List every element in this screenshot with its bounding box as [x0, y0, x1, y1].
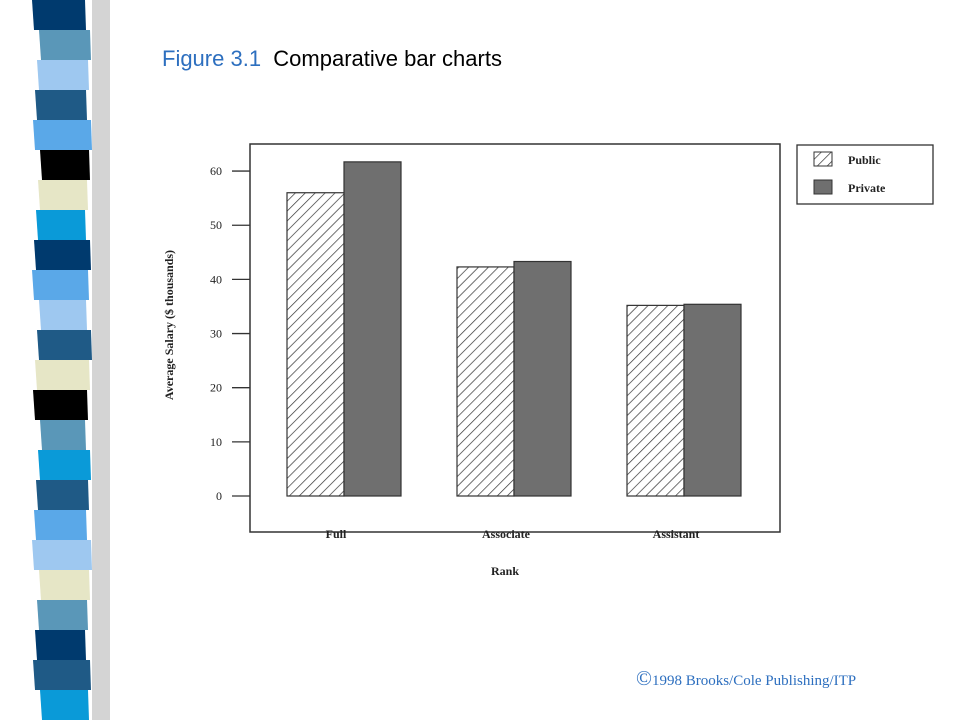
bar-private-assistant	[683, 303, 742, 497]
page-title: Figure 3.1 Comparative bar charts	[162, 46, 502, 78]
copyright-text: 1998 Brooks/Cole Publishing/ITP	[651, 673, 857, 689]
figure-number: Figure 3.1	[162, 46, 262, 71]
stripe-block	[32, 270, 89, 300]
y-tick-label: 10	[210, 435, 222, 449]
x-tick-label: Associate	[482, 527, 531, 541]
stripe-shadow	[92, 0, 110, 720]
y-axis-label: Average Salary ($ thousands)	[162, 250, 176, 400]
stripe-block	[32, 0, 86, 30]
x-tick-label: Full	[326, 527, 347, 541]
stripe-block	[37, 600, 88, 630]
legend-label: Public	[848, 153, 881, 167]
bar-public-associate	[456, 266, 515, 497]
y-tick-label: 20	[210, 381, 222, 395]
stripe-block	[35, 360, 90, 390]
stripe-block	[40, 420, 86, 450]
y-axis: 0 10 20 30 40 50 60	[210, 164, 250, 503]
stripe-block	[37, 60, 89, 90]
legend-swatch-private	[813, 179, 833, 195]
y-tick-label: 50	[210, 218, 222, 232]
figure-title-text: Comparative bar charts	[273, 46, 502, 71]
stripe-block	[34, 240, 91, 270]
stripe-block	[37, 330, 92, 360]
stripe-block	[33, 120, 92, 150]
copyright-symbol: ©	[636, 666, 652, 690]
stripe-block	[39, 570, 90, 600]
y-tick-label: 0	[216, 489, 222, 503]
x-axis-label: Rank	[491, 564, 519, 578]
legend-swatch-public	[813, 151, 833, 167]
x-axis: Full Associate Assistant	[326, 527, 700, 541]
x-tick-label: Assistant	[653, 527, 700, 541]
stripe-block	[36, 210, 86, 240]
copyright-notice: ©1998 Brooks/Cole Publishing/ITP	[636, 666, 856, 691]
stripe-block	[33, 390, 88, 420]
y-tick-label: 40	[210, 272, 222, 286]
decorative-stripe	[32, 0, 110, 720]
stripe-block	[40, 150, 90, 180]
legend: Public Private	[796, 144, 934, 205]
bar-public-full	[286, 192, 345, 497]
stripe-block	[35, 630, 86, 660]
bar-private-full	[343, 161, 402, 497]
y-tick-label: 30	[210, 327, 222, 341]
bars	[286, 161, 742, 497]
stripe-block	[34, 510, 87, 540]
stripe-block	[35, 90, 87, 120]
stripe-block	[33, 660, 91, 690]
stripe-block	[40, 690, 89, 720]
bar-public-assistant	[626, 304, 685, 497]
stripe-block	[36, 480, 89, 510]
stripe-block	[39, 300, 87, 330]
bar-chart: 0 10 20 30 40 50 60 Full Associate Assistant Ave…	[162, 143, 934, 578]
plot-frame	[249, 143, 781, 533]
legend-label: Private	[848, 181, 886, 195]
stripe-block	[38, 450, 91, 480]
stripe-block	[38, 180, 88, 210]
stripe-block	[39, 30, 91, 60]
stripe-block	[32, 540, 92, 570]
bar-private-associate	[513, 260, 572, 497]
legend-frame	[796, 144, 934, 205]
y-tick-label: 60	[210, 164, 222, 178]
